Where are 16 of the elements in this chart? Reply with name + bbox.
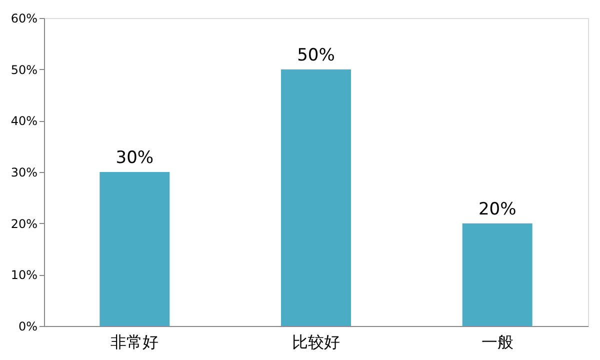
x-tick-label: 非常好 <box>110 332 159 352</box>
data-label: 50% <box>297 45 335 66</box>
x-tick-label: 一般 <box>481 332 514 352</box>
y-tick-label: 40% <box>10 114 38 128</box>
y-tick-label: 20% <box>10 216 38 231</box>
data-label: 20% <box>478 199 516 220</box>
y-tick-label: 50% <box>10 62 38 77</box>
y-tick-label: 60% <box>10 12 38 26</box>
y-tick-label: 30% <box>10 166 38 180</box>
bar <box>281 69 351 326</box>
bar <box>462 223 532 326</box>
y-tick-label: 10% <box>10 268 38 282</box>
data-label: 30% <box>116 148 154 168</box>
bar <box>100 172 170 326</box>
x-tick-label: 比较好 <box>292 332 340 352</box>
y-tick-label: 0% <box>18 320 38 334</box>
